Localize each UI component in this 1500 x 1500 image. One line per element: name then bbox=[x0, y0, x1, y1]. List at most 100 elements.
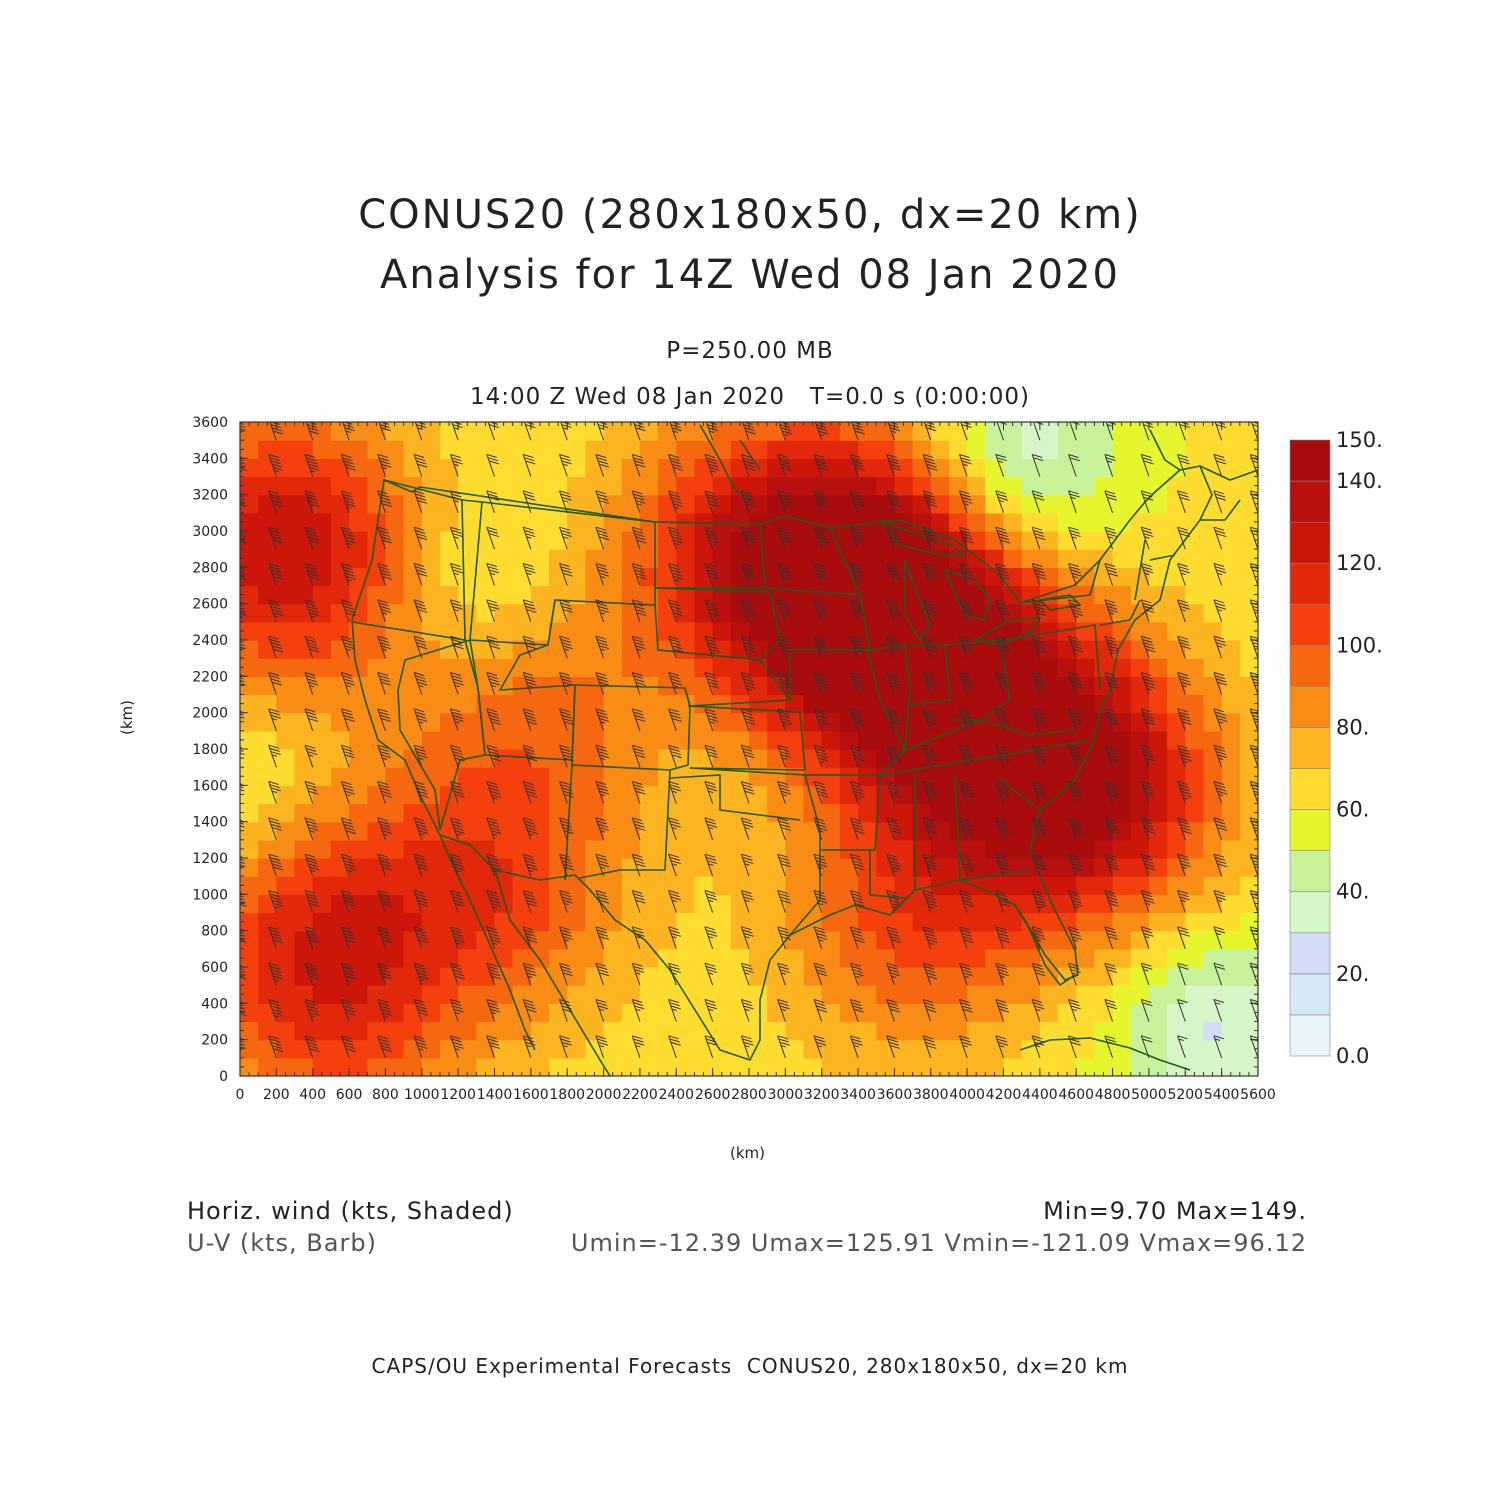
speed-cell bbox=[349, 549, 368, 568]
speed-cell bbox=[385, 785, 405, 805]
speed-cell bbox=[730, 821, 750, 841]
field-min-max: Min=9.70 Max=149. bbox=[1043, 1197, 1307, 1225]
speed-cell bbox=[785, 676, 805, 696]
speed-cell bbox=[1003, 1021, 1023, 1041]
speed-cell bbox=[712, 785, 732, 805]
wind-barb bbox=[740, 853, 754, 877]
speed-cell bbox=[1185, 930, 1205, 950]
speed-cell bbox=[1076, 494, 1095, 514]
speed-cell bbox=[676, 858, 696, 877]
speed-cell bbox=[494, 549, 514, 568]
speed-cell bbox=[494, 876, 514, 895]
wind-barb bbox=[268, 744, 281, 768]
speed-cell bbox=[1003, 730, 1023, 750]
speed-cell bbox=[1221, 858, 1241, 877]
wind-barb bbox=[849, 672, 865, 695]
speed-cell bbox=[749, 803, 768, 823]
speed-cell bbox=[1167, 603, 1186, 623]
speed-cell bbox=[476, 876, 496, 895]
speed-cell bbox=[949, 694, 968, 714]
speed-cell bbox=[676, 730, 696, 750]
speed-cell bbox=[894, 985, 914, 1004]
x-tick-label: 5600 bbox=[1240, 1087, 1276, 1103]
speed-cell bbox=[549, 839, 568, 859]
speed-cell bbox=[1021, 658, 1041, 677]
speed-cell bbox=[258, 930, 277, 950]
wind-barb bbox=[413, 526, 428, 550]
speed-cell bbox=[367, 512, 387, 532]
speed-cell bbox=[1203, 585, 1223, 605]
speed-cell bbox=[476, 1057, 496, 1076]
wind-barb bbox=[486, 599, 500, 622]
speed-cell bbox=[330, 1021, 350, 1041]
speed-cell bbox=[767, 603, 786, 623]
wind-barb bbox=[958, 781, 974, 804]
speed-cell bbox=[1076, 948, 1095, 968]
wind-barb bbox=[886, 817, 902, 840]
speed-cell bbox=[312, 839, 332, 859]
speed-cell bbox=[458, 621, 477, 641]
speed-cell bbox=[730, 1003, 750, 1023]
speed-cell bbox=[367, 985, 387, 1004]
wind-barb bbox=[849, 926, 865, 949]
speed-cell bbox=[549, 1003, 568, 1023]
speed-cell bbox=[967, 1021, 986, 1041]
speed-cell bbox=[294, 567, 314, 587]
speed-cell bbox=[294, 948, 314, 968]
speed-cell bbox=[821, 694, 841, 714]
speed-cell bbox=[694, 549, 714, 568]
speed-cell bbox=[1185, 1039, 1205, 1059]
speed-cell bbox=[567, 1003, 586, 1023]
speed-cell bbox=[367, 458, 387, 478]
speed-cell bbox=[258, 1003, 277, 1023]
speed-cell bbox=[876, 640, 896, 659]
speed-cell bbox=[403, 658, 423, 677]
speed-cell bbox=[730, 948, 750, 968]
speed-cell bbox=[1239, 549, 1258, 568]
speed-cell bbox=[1221, 585, 1241, 605]
speed-cell bbox=[621, 531, 641, 550]
speed-cell bbox=[1167, 658, 1186, 677]
wind-barb bbox=[413, 999, 429, 1022]
speed-cell bbox=[1058, 1003, 1077, 1023]
speed-cell bbox=[730, 858, 750, 877]
wind-barb bbox=[268, 781, 281, 804]
speed-cell bbox=[1221, 967, 1241, 986]
speed-cell bbox=[803, 1039, 823, 1059]
wind-barb bbox=[740, 1035, 754, 1058]
wind-barb bbox=[522, 599, 537, 622]
speed-cell bbox=[821, 876, 841, 895]
wind-barb bbox=[1177, 526, 1190, 550]
speed-cell bbox=[349, 440, 368, 459]
speed-cell bbox=[858, 440, 877, 459]
y-tick-label: 1800 bbox=[192, 742, 228, 758]
speed-cell bbox=[476, 1039, 496, 1059]
speed-cell bbox=[658, 676, 677, 696]
x-tick-label: 5400 bbox=[1204, 1087, 1240, 1103]
speed-cell bbox=[585, 985, 605, 1004]
y-tick-label: 800 bbox=[201, 924, 228, 940]
legend-label: 20. bbox=[1336, 962, 1369, 986]
speed-cell bbox=[1185, 803, 1205, 823]
wind-barb bbox=[1068, 999, 1081, 1022]
speed-cell bbox=[240, 676, 259, 696]
y-tick-label: 200 bbox=[201, 1033, 228, 1049]
speed-cell bbox=[658, 712, 677, 732]
speed-cell bbox=[1003, 912, 1023, 932]
speed-cell bbox=[1221, 912, 1241, 932]
speed-cell bbox=[276, 985, 296, 1004]
speed-cell bbox=[894, 1003, 914, 1023]
speed-cell bbox=[294, 749, 314, 768]
speed-cell bbox=[330, 694, 350, 714]
wind-barb bbox=[813, 999, 828, 1022]
speed-cell bbox=[258, 585, 277, 605]
speed-cell bbox=[276, 821, 296, 841]
speed-cell bbox=[567, 712, 586, 732]
speed-cell bbox=[567, 1039, 586, 1059]
x-tick-label: 600 bbox=[336, 1087, 363, 1103]
speed-cell bbox=[1112, 585, 1132, 605]
speed-cell bbox=[930, 839, 950, 859]
speed-cell bbox=[1203, 930, 1223, 950]
speed-cell bbox=[549, 767, 568, 786]
speed-cell bbox=[694, 567, 714, 587]
